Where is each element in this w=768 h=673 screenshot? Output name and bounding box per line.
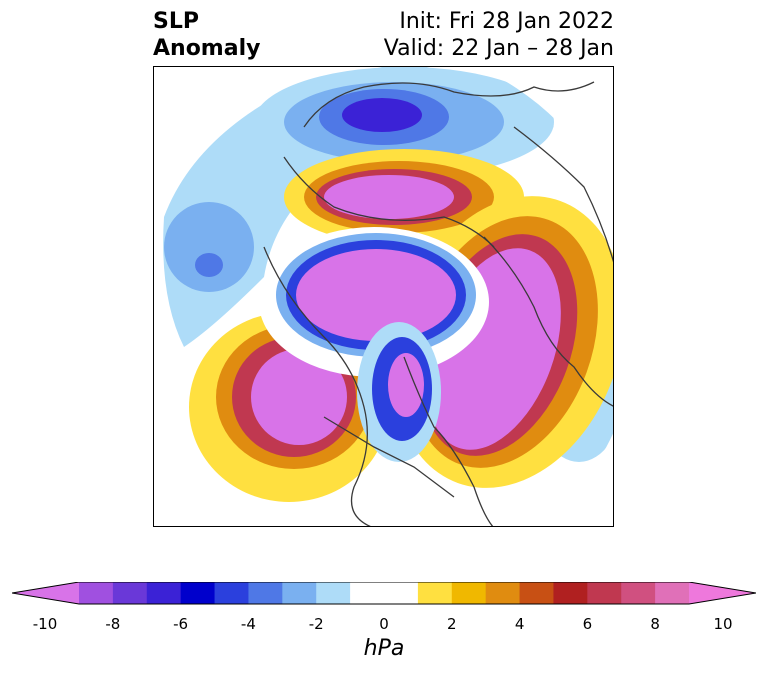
colorbar-band bbox=[519, 582, 554, 604]
colorbar-tick-label: -8 bbox=[105, 615, 121, 633]
title-kind: Anomaly bbox=[153, 36, 261, 61]
init-date: Init: Fri 28 Jan 2022 bbox=[399, 9, 614, 34]
colorbar-band bbox=[621, 582, 656, 604]
colorbar-tick-label: -4 bbox=[240, 615, 256, 633]
anomaly-blue-pacific bbox=[164, 202, 254, 292]
colorbar-band bbox=[485, 582, 521, 604]
colorbar-band bbox=[316, 582, 351, 604]
colorbar-unit: hPa bbox=[363, 636, 405, 661]
colorbar-extend-min bbox=[12, 582, 79, 604]
colorbar-tick-label: 2 bbox=[447, 615, 457, 633]
colorbar-tick-label: 4 bbox=[514, 615, 525, 633]
anomaly-low-polar bbox=[296, 249, 456, 341]
colorbar-band bbox=[655, 582, 690, 604]
anomaly-low-north-core bbox=[342, 98, 422, 132]
colorbar-band bbox=[180, 582, 216, 604]
colorbar bbox=[12, 582, 756, 605]
colorbar-band bbox=[384, 582, 419, 604]
colorbar-band bbox=[248, 582, 283, 604]
coastlines bbox=[263, 81, 613, 526]
colorbar-band bbox=[112, 582, 148, 604]
anomaly-low-hudson bbox=[388, 353, 424, 417]
title-right: Init: Fri 28 Jan 2022 Valid: 22 Jan – 28… bbox=[384, 8, 614, 62]
anomaly-high-west bbox=[251, 349, 347, 445]
colorbar-tick-label: 8 bbox=[650, 615, 660, 633]
colorbar-band bbox=[587, 582, 622, 604]
colorbar-tick-label: 6 bbox=[582, 615, 593, 633]
map-panel bbox=[153, 66, 614, 527]
colorbar-band bbox=[350, 582, 385, 604]
colorbar-tick-label: -2 bbox=[308, 615, 324, 633]
colorbar-tick-label: -6 bbox=[173, 615, 189, 633]
colorbar-band bbox=[553, 582, 588, 604]
colorbar-band bbox=[214, 582, 249, 604]
colorbar-tick-label: -10 bbox=[32, 615, 58, 633]
title-left: SLP Anomaly bbox=[153, 8, 260, 62]
colorbar-band bbox=[282, 582, 317, 604]
title-variable: SLP bbox=[153, 9, 199, 34]
anomaly-blue-pacific-core bbox=[195, 253, 223, 277]
colorbar-band bbox=[451, 582, 487, 604]
colorbar-band bbox=[146, 582, 182, 604]
colorbar-outline bbox=[12, 582, 756, 605]
anomaly-high-north bbox=[324, 175, 454, 219]
colorbar-tick-label: 10 bbox=[713, 615, 733, 633]
colorbar-extend-max bbox=[689, 582, 756, 604]
colorbar-tick-label: 0 bbox=[379, 615, 389, 633]
colorbar-band bbox=[417, 582, 453, 604]
valid-range: Valid: 22 Jan – 28 Jan bbox=[383, 36, 614, 61]
colorbar-band bbox=[79, 582, 114, 604]
anomaly-map bbox=[163, 67, 613, 526]
